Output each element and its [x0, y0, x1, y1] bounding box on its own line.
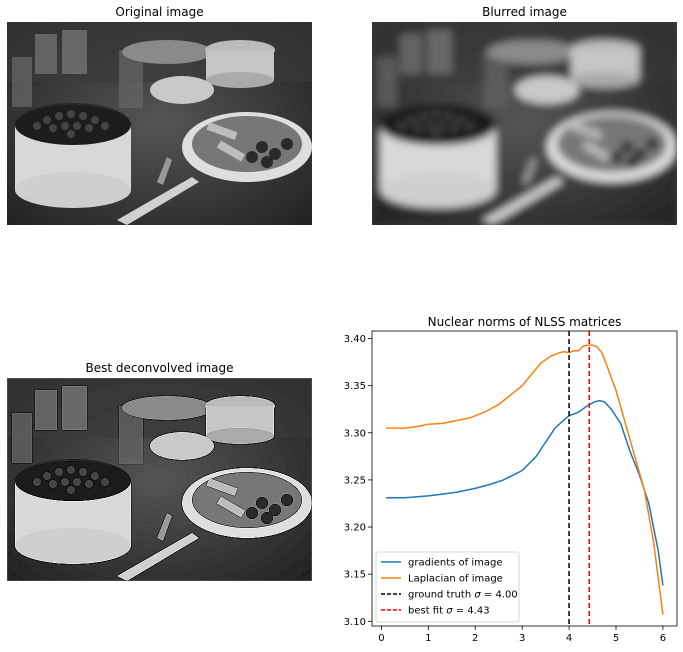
original-image-title: Original image: [115, 5, 204, 19]
x-tick-label: 1: [425, 633, 431, 644]
x-tick-label: 4: [566, 633, 572, 644]
series-group: [386, 331, 664, 626]
axes-frame: [371, 330, 678, 627]
deconvolved-image-title: Best deconvolved image: [85, 361, 234, 375]
x-tick-label: 2: [472, 633, 478, 644]
series-line-1: [386, 344, 664, 615]
legend-label-3: best fit σ = 4.43: [408, 606, 490, 617]
legend-label-2: ground truth σ = 4.00: [408, 590, 518, 601]
legend-box: [375, 551, 520, 623]
blurred-image: [372, 22, 677, 225]
blurred-image-title: Blurred image: [482, 5, 567, 19]
series-line-0: [386, 399, 664, 586]
y-tick-label: 3.40: [344, 334, 366, 345]
plot-area: 0 1 2 3 4 5 6 3.10 3.15 3.20 3.25 3.30 3.35 3.40 gradi…: [344, 330, 678, 644]
chart-title: Nuclear norms of NLSS matrices: [427, 315, 622, 329]
legend-label-1: Laplacian of image: [408, 574, 503, 585]
y-tick-label: 3.35: [344, 381, 366, 392]
x-tick-label: 0: [378, 633, 384, 644]
y-tick-label: 3.30: [344, 428, 366, 439]
y-tick-label: 3.15: [344, 570, 366, 581]
x-tick-label: 6: [660, 633, 666, 644]
x-tick-label: 5: [613, 633, 619, 644]
y-tick-label: 3.25: [344, 475, 366, 486]
legend-label-0: gradients of image: [408, 558, 502, 569]
y-tick-label: 3.20: [344, 523, 366, 534]
x-tick-label: 3: [519, 633, 525, 644]
original-image: [7, 22, 312, 225]
y-tick-label: 3.10: [344, 617, 366, 628]
